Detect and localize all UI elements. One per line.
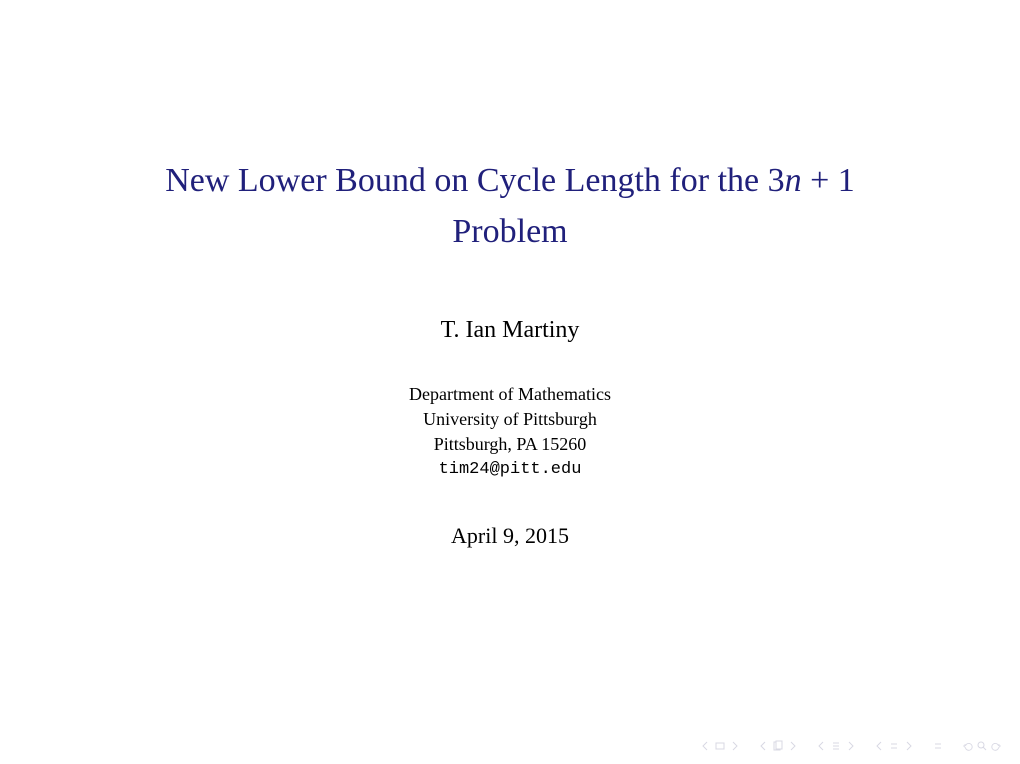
nav-sec-left-icon	[816, 740, 828, 752]
nav-lines-icon	[830, 740, 842, 752]
slide-title: New Lower Bound on Cycle Length for the …	[165, 155, 855, 257]
nav-search-icon	[976, 740, 988, 752]
nav-sub-left-icon	[874, 740, 886, 752]
slide-content: New Lower Bound on Cycle Length for the …	[0, 0, 1020, 764]
affiliation-univ: University of Pittsburgh	[409, 407, 611, 432]
nav-undo-icon	[962, 740, 974, 752]
affiliation-email: tim24@pitt.edu	[409, 458, 611, 482]
nav-first-group[interactable]	[700, 740, 740, 752]
affiliation-block: Department of Mathematics University of …	[409, 382, 611, 481]
nav-section-group[interactable]	[816, 740, 856, 752]
nav-right-icon	[728, 740, 740, 752]
nav-doc-icon	[772, 740, 784, 752]
nav-doc-left-icon	[758, 740, 770, 752]
nav-frame-icon	[714, 740, 726, 752]
nav-sec-right-icon	[844, 740, 856, 752]
nav-sub-lines-icon	[888, 740, 900, 752]
nav-redo-icon	[990, 740, 1002, 752]
nav-left-icon	[700, 740, 712, 752]
title-math-var: n	[785, 162, 802, 199]
affiliation-dept: Department of Mathematics	[409, 382, 611, 407]
nav-appendix-icon[interactable]	[932, 740, 944, 752]
title-line2: Problem	[452, 213, 567, 250]
beamer-nav-bar	[700, 740, 1002, 752]
nav-doc-group[interactable]	[758, 740, 798, 752]
nav-sub-right-icon	[902, 740, 914, 752]
title-line1-prefix: New Lower Bound on Cycle Length for the …	[165, 162, 784, 199]
slide-date: April 9, 2015	[451, 523, 569, 549]
title-line1-suffix: + 1	[802, 162, 855, 199]
affiliation-city: Pittsburgh, PA 15260	[409, 432, 611, 457]
nav-subsection-group[interactable]	[874, 740, 914, 752]
nav-doc-right-icon	[786, 740, 798, 752]
nav-back-forward-group[interactable]	[962, 740, 1002, 752]
author-name: T. Ian Martiny	[441, 317, 580, 344]
